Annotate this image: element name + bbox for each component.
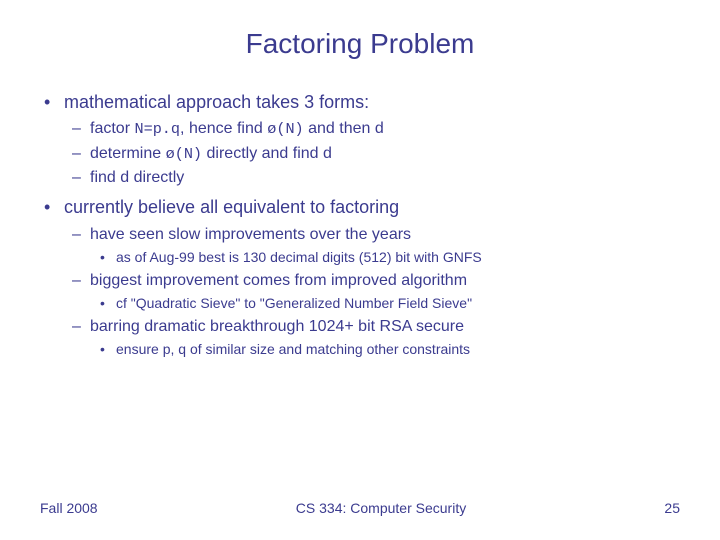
bullet-text: have seen slow improvements over the yea… [90,226,411,243]
bullet-l3: cf "Quadratic Sieve" to "Generalized Num… [90,294,680,314]
slide-footer: Fall 2008 CS 334: Computer Security 25 [0,500,720,516]
bullet-l2: factor N=p.q, hence find ø(N) and then d [64,118,680,140]
bullet-text: barring dramatic breakthrough 1024+ bit … [90,318,464,335]
bullet-l2: biggest improvement comes from improved … [64,270,680,314]
code-text: N=p.q [134,120,180,138]
bullet-text: as of Aug-99 best is 130 decimal digits … [116,249,482,265]
slide-title: Factoring Problem [0,0,720,60]
bullet-l2: determine ø(N) directly and find d [64,143,680,165]
bullet-l2: barring dramatic breakthrough 1024+ bit … [64,316,680,360]
bullet-text: cf "Quadratic Sieve" to "Generalized Num… [116,295,472,311]
bullet-list-l2: have seen slow improvements over the yea… [64,224,680,360]
footer-center: CS 334: Computer Security [98,500,665,516]
bullet-text: directly and find d [202,145,332,162]
footer-left: Fall 2008 [40,500,98,516]
bullet-text: factor [90,120,134,137]
bullet-text: currently believe all equivalent to fact… [64,197,399,217]
bullet-text: mathematical approach takes 3 forms: [64,92,369,112]
bullet-list-l1: mathematical approach takes 3 forms: fac… [40,90,680,360]
bullet-text: and then d [304,120,384,137]
bullet-l1: currently believe all equivalent to fact… [40,195,680,359]
footer-right: 25 [664,500,680,516]
bullet-text: ensure p, q of similar size and matching… [116,341,470,357]
bullet-text: find d directly [90,169,184,186]
slide-content: mathematical approach takes 3 forms: fac… [0,60,720,360]
bullet-l2: find d directly [64,167,680,189]
bullet-l2: have seen slow improvements over the yea… [64,224,680,268]
bullet-text: , hence find [180,120,267,137]
bullet-list-l3: as of Aug-99 best is 130 decimal digits … [90,248,680,268]
bullet-l3: as of Aug-99 best is 130 decimal digits … [90,248,680,268]
bullet-list-l3: ensure p, q of similar size and matching… [90,340,680,360]
bullet-l1: mathematical approach takes 3 forms: fac… [40,90,680,189]
bullet-l3: ensure p, q of similar size and matching… [90,340,680,360]
bullet-text: determine [90,145,166,162]
code-text: ø(N) [166,145,202,163]
bullet-list-l2: factor N=p.q, hence find ø(N) and then d… [64,118,680,189]
slide: Factoring Problem mathematical approach … [0,0,720,540]
bullet-text: biggest improvement comes from improved … [90,272,467,289]
code-text: ø(N) [267,120,303,138]
bullet-list-l3: cf "Quadratic Sieve" to "Generalized Num… [90,294,680,314]
